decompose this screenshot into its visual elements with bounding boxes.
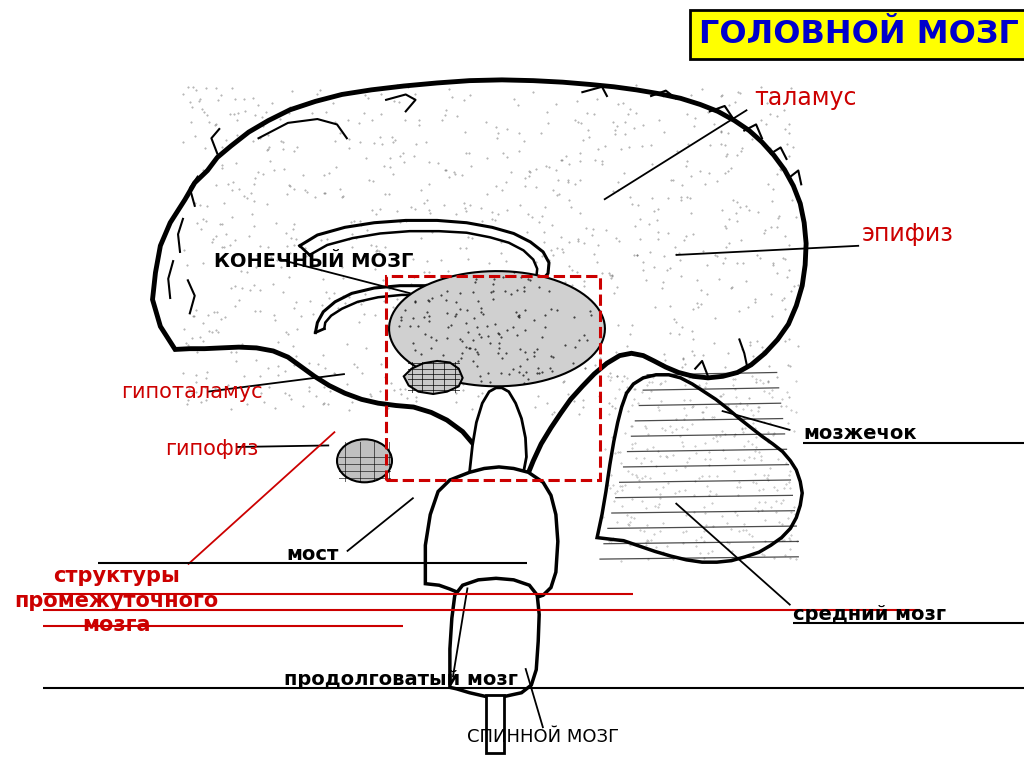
Polygon shape <box>425 467 558 601</box>
Text: гипофиз: гипофиз <box>165 439 259 459</box>
Text: КОНЕЧНЫЙ МОЗГ: КОНЕЧНЫЙ МОЗГ <box>214 252 414 270</box>
Polygon shape <box>403 361 463 394</box>
Text: ГОЛОВНОЙ МОЗГ: ГОЛОВНОЙ МОЗГ <box>699 19 1019 50</box>
Polygon shape <box>389 271 605 386</box>
Text: мост: мост <box>287 545 339 564</box>
Text: гипоталамус: гипоталамус <box>121 382 263 402</box>
Text: мозжечок: мозжечок <box>803 425 916 443</box>
Text: средний мозг: средний мозг <box>794 605 946 624</box>
Bar <box>386 276 600 480</box>
Text: СПИННОЙ МОЗГ: СПИННОЙ МОЗГ <box>467 728 620 746</box>
Text: продолговатый мозг: продолговатый мозг <box>284 670 518 689</box>
Polygon shape <box>153 80 806 524</box>
Polygon shape <box>597 375 802 562</box>
Polygon shape <box>450 578 540 697</box>
Polygon shape <box>470 388 526 498</box>
Circle shape <box>337 439 392 482</box>
Text: таламус: таламус <box>754 86 857 111</box>
Text: эпифиз: эпифиз <box>862 222 954 247</box>
Bar <box>486 695 504 753</box>
Text: структуры
промежуточного
мозга: структуры промежуточного мозга <box>14 566 218 635</box>
